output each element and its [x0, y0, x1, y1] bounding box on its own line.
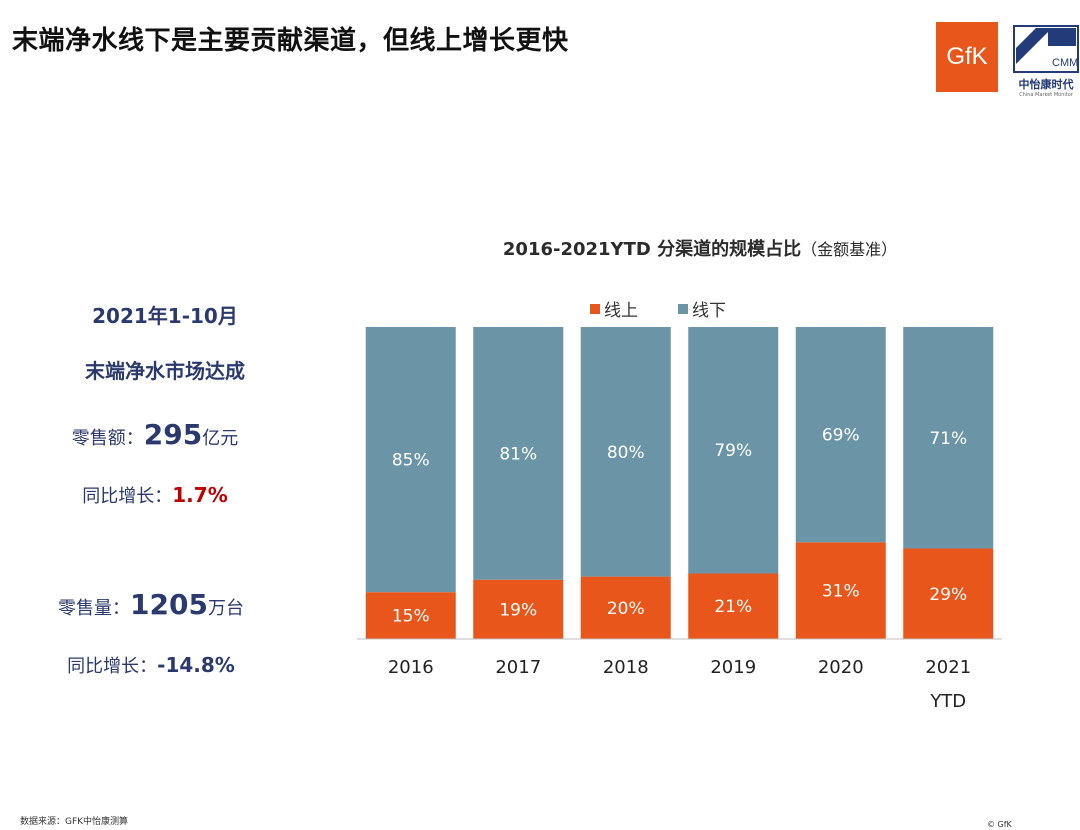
bar-online-4 — [795, 542, 886, 639]
volume-growth-row: 同比增长：-14.8% — [16, 652, 286, 678]
cmm-logo: CMM 中怡康时代 China Market Monitor — [1012, 24, 1080, 102]
sales-growth-value: 1.7% — [172, 483, 228, 507]
chart-title-note: （金额基准） — [801, 240, 898, 259]
sales-value: 295 — [143, 418, 203, 451]
data-label-online-0: 15% — [392, 607, 430, 627]
data-label-online-4: 31% — [822, 582, 860, 602]
bar-online-3 — [688, 573, 779, 639]
sales-row: 零售额：295亿元 — [20, 418, 290, 451]
cmm-logo-mark: CMM — [1013, 25, 1079, 73]
data-label-offline-0: 85% — [392, 451, 430, 471]
chart-title-main: 2016-2021YTD 分渠道的规模占比 — [502, 239, 802, 260]
sales-label: 零售额： — [71, 428, 144, 449]
data-label-offline-1: 81% — [499, 444, 537, 464]
sales-growth-row: 同比增长：1.7% — [20, 482, 290, 508]
sales-growth-label: 同比增长： — [82, 486, 173, 507]
bar-offline-1 — [473, 327, 564, 580]
legend-online: 线上 — [590, 296, 638, 321]
gfk-logo: GfK — [936, 22, 998, 92]
legend-offline-swatch — [678, 303, 688, 314]
volume-label: 零售量： — [58, 598, 131, 619]
page-title: 末端净水线下是主要贡献渠道，但线上增长更快 — [12, 26, 569, 56]
bar-online-2 — [580, 576, 671, 639]
bar-online-0 — [365, 592, 456, 639]
data-source-note: 数据来源：GFK中怡康测算 — [20, 817, 129, 827]
data-label-online-3: 21% — [714, 597, 752, 617]
data-label-online-5: 29% — [929, 585, 967, 605]
x-tick-label-2: 2018 — [603, 657, 649, 678]
volume-growth-label: 同比增长： — [67, 656, 158, 677]
data-label-offline-3: 79% — [714, 441, 752, 461]
bar-online-1 — [473, 579, 564, 639]
bar-offline-5 — [903, 327, 994, 549]
chart-title: 2016-2021YTD 分渠道的规模占比（金额基准） — [360, 235, 1040, 261]
legend-online-label: 线上 — [604, 301, 638, 321]
legend-offline: 线下 — [678, 296, 726, 321]
volume-unit: 万台 — [207, 598, 244, 619]
bar-offline-0 — [365, 327, 456, 593]
data-label-offline-2: 80% — [607, 443, 645, 463]
bar-offline-3 — [688, 327, 779, 574]
data-label-online-1: 19% — [499, 600, 537, 620]
x-tick-label-1: 2017 — [495, 657, 541, 678]
volume-value: 1205 — [130, 588, 208, 621]
chart-legend: 线上 线下 — [590, 296, 726, 321]
sales-unit: 亿元 — [202, 428, 239, 449]
data-label-offline-5: 71% — [929, 429, 967, 449]
cmm-subtitle: China Market Monitor — [1019, 92, 1073, 98]
summary-period: 2021年1-10月 — [92, 304, 238, 328]
legend-offline-label: 线下 — [692, 301, 726, 321]
summary-market: 末端净水市场达成 — [85, 359, 245, 383]
cmm-name: 中怡康时代 — [1018, 78, 1074, 91]
data-label-online-2: 20% — [607, 599, 645, 619]
volume-growth-value: -14.8% — [157, 653, 235, 677]
x-tick-label-3: 2019 — [710, 657, 756, 678]
bar-online-5 — [903, 548, 994, 639]
bar-offline-2 — [580, 327, 671, 577]
copyright-note: © GfK — [987, 820, 1012, 829]
x-tick-label-0: 2016 — [388, 657, 434, 678]
legend-online-swatch — [590, 303, 600, 314]
bar-offline-4 — [795, 327, 886, 543]
data-label-offline-4: 69% — [822, 426, 860, 446]
cmm-abbr: CMM — [1052, 57, 1078, 69]
x-tick-label-5-line1: YTD — [929, 691, 966, 712]
x-tick-label-4: 2020 — [818, 657, 864, 678]
x-tick-label-5: 2021 — [925, 657, 971, 678]
volume-row: 零售量：1205万台 — [16, 588, 286, 621]
